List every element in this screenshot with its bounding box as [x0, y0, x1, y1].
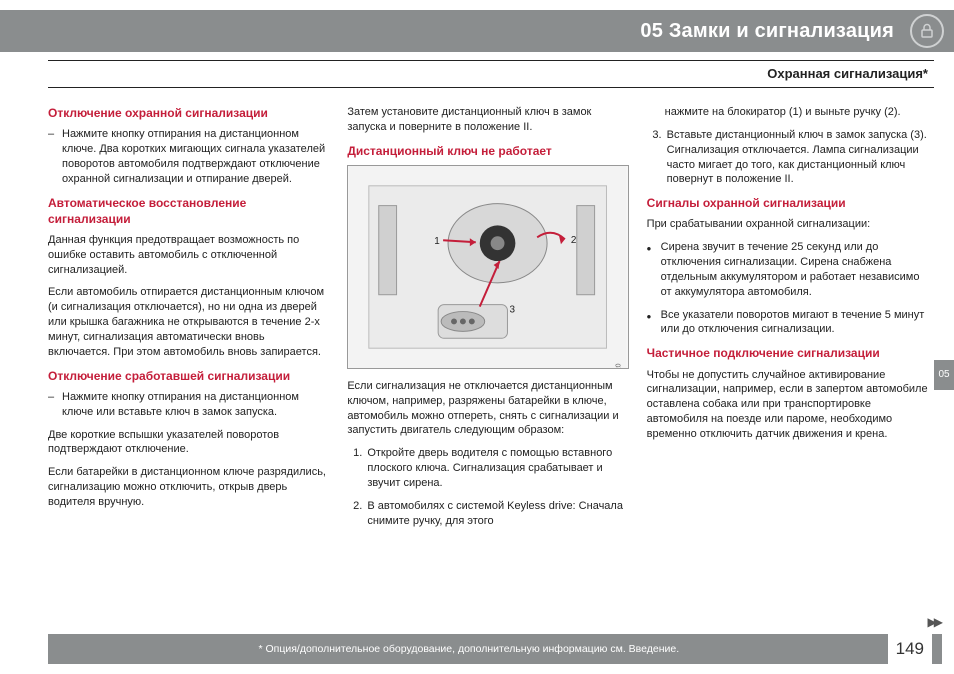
step-2: В автомобилях с системой Keyless drive: … — [365, 499, 628, 529]
chapter-tab-label: 05 — [938, 368, 949, 382]
heading-disable-alarm: Отключение охранной сигнализации — [48, 105, 329, 121]
body-text: Данная функция предотвращает возможность… — [48, 233, 329, 278]
step-3: Вставьте дистанционный ключ в замок запу… — [665, 128, 928, 187]
list-item: Нажмите кнопку отпирания на дистанционно… — [48, 390, 329, 420]
page-footer: * Опция/дополнительное оборудование, доп… — [48, 634, 942, 664]
body-text: При срабатывании охранной сигнализации: — [647, 217, 928, 232]
column-1: Отключение охранной сигнализации Нажмите… — [48, 105, 329, 624]
continuation-icon: ▶▶ — [928, 614, 940, 630]
body-text: Чтобы не допустить случайное активирован… — [647, 368, 928, 442]
heading-auto-restore: Автоматическое восстановление сигнализац… — [48, 195, 329, 227]
heading-key-not-working: Дистанционный ключ не работает — [347, 143, 628, 159]
list-item: Сирена звучит в течение 25 секунд или до… — [647, 240, 928, 299]
body-text: Затем установите дистанционный ключ в за… — [347, 105, 628, 135]
body-text: Если батарейки в дистанционном ключе раз… — [48, 465, 329, 510]
heading-partial-alarm: Частичное подключение сигнализации — [647, 345, 928, 361]
body-text: Если сигнализация не отключается дистанц… — [347, 379, 628, 438]
svg-text:3: 3 — [510, 304, 516, 315]
list-item: Все указатели поворотов мигают в течение… — [647, 308, 928, 338]
body-text: нажмите на блокиратор (1) и выньте ручку… — [647, 105, 928, 120]
ignition-figure: 1 2 3 G019420 — [347, 165, 628, 369]
lock-icon — [910, 14, 944, 48]
page-number: 149 — [888, 634, 932, 664]
section-title-bar: Охранная сигнализация* — [48, 60, 934, 88]
svg-text:1: 1 — [435, 236, 441, 247]
body-text: Если автомобиль отпирается дистанционным… — [48, 285, 329, 359]
svg-text:2: 2 — [571, 235, 577, 246]
figure-code: G019420 — [614, 364, 623, 369]
body-text: Две короткие вспышки указателей поворото… — [48, 428, 329, 458]
footer-note: * Опция/дополнительное оборудование, доп… — [58, 642, 880, 656]
column-2: Затем установите дистанционный ключ в за… — [347, 105, 628, 624]
section-title: Охранная сигнализация* — [767, 66, 928, 81]
chapter-title: 05 Замки и сигнализация — [640, 18, 894, 45]
heading-disable-triggered: Отключение сработавшей сигнализации — [48, 368, 329, 384]
heading-alarm-signals: Сигналы охранной сигнализации — [647, 195, 928, 211]
chapter-tab: 05 — [934, 360, 954, 390]
list-item: Нажмите кнопку отпирания на дистанционно… — [48, 127, 329, 186]
chapter-header: 05 Замки и сигнализация — [0, 10, 954, 52]
column-3: нажмите на блокиратор (1) и выньте ручку… — [647, 105, 928, 624]
step-1: Откройте дверь водителя с помощью вставн… — [365, 446, 628, 491]
content-columns: Отключение охранной сигнализации Нажмите… — [48, 105, 928, 624]
